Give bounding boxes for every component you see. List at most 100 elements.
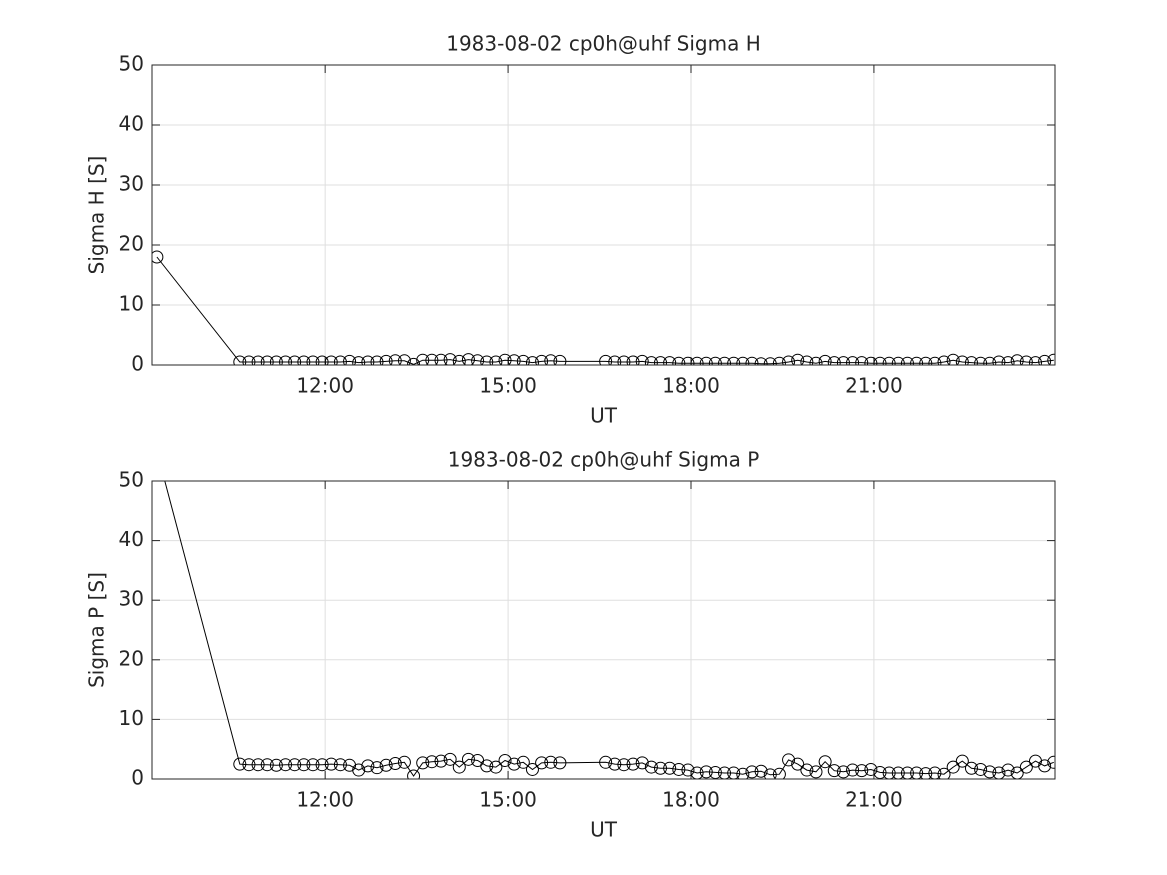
chart-title: 1983-08-02 cp0h@uhf Sigma P: [448, 448, 760, 472]
data-point: [900, 766, 914, 779]
data-point: [754, 357, 768, 365]
data-point: [1047, 755, 1055, 769]
x-tick-label: 21:00: [845, 788, 903, 812]
y-tick-label: 40: [119, 112, 144, 136]
data-point: [900, 356, 914, 365]
data-point: [910, 356, 924, 365]
data-point: [1001, 356, 1015, 365]
data-point: [1038, 759, 1052, 773]
data-point: [260, 758, 274, 772]
data-point: [992, 766, 1006, 779]
data-point: [434, 353, 448, 365]
data-point: [434, 754, 448, 768]
data-point: [663, 761, 677, 775]
data-point: [370, 761, 384, 775]
data-point: [964, 761, 978, 775]
data-point: [407, 769, 421, 779]
data-point: [974, 762, 988, 776]
axes-box: [151, 64, 1056, 366]
data-point: [324, 757, 338, 771]
axes-box: [151, 480, 1056, 780]
data-point: [452, 760, 466, 774]
x-tick-label: 18:00: [662, 374, 720, 398]
data-point: [553, 756, 567, 770]
y-tick-label: 10: [119, 292, 144, 316]
x-tick-label: 18:00: [662, 788, 720, 812]
y-tick-label: 0: [131, 352, 144, 376]
data-point: [242, 758, 256, 772]
data-point: [352, 356, 366, 365]
data-point: [507, 757, 521, 771]
data-point: [152, 250, 164, 264]
data-point: [379, 758, 393, 772]
data-point: [672, 762, 686, 776]
data-point: [791, 757, 805, 771]
data-point: [891, 356, 905, 365]
data-point: [489, 355, 503, 365]
data-point: [1010, 766, 1024, 779]
data-point: [928, 766, 942, 779]
data-point: [242, 355, 256, 365]
data-point: [443, 752, 457, 766]
data-point: [379, 354, 393, 365]
data-point: [699, 356, 713, 365]
data-point: [507, 354, 521, 365]
data-point: [626, 355, 640, 365]
data-point: [937, 767, 951, 779]
data-point: [544, 354, 558, 365]
y-tick-label: 40: [119, 527, 144, 551]
y-tick-label: 50: [119, 52, 144, 76]
data-point: [983, 765, 997, 779]
data-point: [974, 356, 988, 365]
data-point: [836, 765, 850, 779]
x-tick-label: 12:00: [296, 374, 354, 398]
y-axis-label: Sigma P [S]: [85, 572, 109, 688]
data-point: [635, 354, 649, 365]
axes-background: [152, 481, 1055, 779]
y-tick-label: 30: [119, 587, 144, 611]
data-point: [361, 355, 375, 365]
data-point: [736, 356, 750, 365]
data-point: [297, 758, 311, 772]
data-point: [1001, 763, 1015, 777]
data-point: [297, 355, 311, 365]
data-point: [516, 755, 530, 769]
data-point: [882, 356, 896, 365]
data-point: [407, 357, 421, 365]
data-point: [782, 753, 796, 767]
data-point: [279, 355, 293, 365]
y-axis-label: Sigma H [S]: [85, 156, 109, 275]
data-point: [498, 754, 512, 768]
x-tick-label: 21:00: [845, 374, 903, 398]
data-point: [772, 356, 786, 365]
data-point: [708, 356, 722, 365]
y-tick-label: 20: [119, 232, 144, 256]
data-point: [919, 356, 933, 365]
data-point: [498, 353, 512, 365]
data-point: [654, 356, 668, 365]
data-point: [882, 766, 896, 779]
data-point: [910, 766, 924, 779]
data-point: [782, 355, 796, 365]
x-axis-label: UT: [590, 404, 618, 428]
data-point: [397, 354, 411, 365]
data-point: [443, 353, 457, 365]
data-point: [718, 356, 732, 365]
data-point: [946, 760, 960, 774]
chart-title: 1983-08-02 cp0h@uhf Sigma H: [446, 32, 761, 56]
data-point: [818, 354, 832, 365]
data-point: [855, 356, 869, 365]
data-point: [525, 762, 539, 776]
data-point: [269, 758, 283, 772]
data-point: [763, 357, 777, 365]
data-point: [416, 353, 430, 365]
data-point: [809, 765, 823, 779]
data-point: [818, 755, 832, 769]
data-point: [800, 763, 814, 777]
data-point: [333, 355, 347, 365]
data-point: [535, 756, 549, 770]
data-point: [809, 356, 823, 365]
data-point: [315, 758, 329, 772]
data-point: [461, 752, 475, 766]
